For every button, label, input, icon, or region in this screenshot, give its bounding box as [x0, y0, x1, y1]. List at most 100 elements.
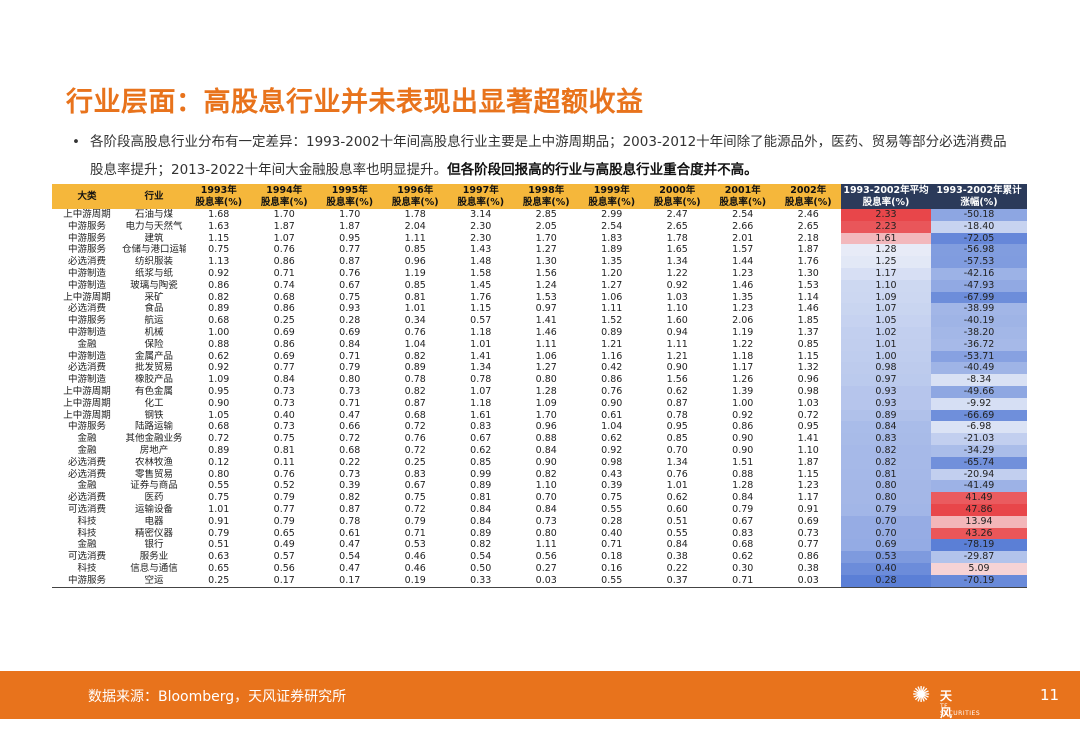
value-cell: 1.05	[208, 409, 230, 421]
value-cell: 1.39	[732, 385, 754, 397]
value-cell: 0.87	[339, 256, 361, 268]
industry-cell: 采矿	[144, 291, 164, 303]
table-row: 必选消费 医药 0.75 0.79 0.82 0.75 0.81 0.70 0.75 0.62 0.…	[52, 492, 1027, 504]
industry-cell: 建筑	[144, 232, 164, 244]
value-cell: 1.56	[666, 374, 688, 386]
value-cell: 43.26	[931, 527, 1027, 540]
value-cell: -40.49	[931, 362, 1027, 375]
value-cell: 0.38	[666, 551, 688, 563]
bullet-bold-text: 但各阶段回报高的行业与高股息行业重合度并不高。	[447, 162, 758, 178]
industry-cell: 陆路运输	[134, 421, 173, 433]
value-cell: -67.99	[931, 291, 1027, 304]
industry-cell: 橡胶产品	[134, 374, 173, 386]
value-cell: 1.04	[404, 338, 426, 350]
value-cell: 1.24	[535, 279, 557, 291]
value-cell: 0.68	[208, 315, 230, 327]
value-cell: 0.85	[470, 456, 492, 468]
value-cell: 0.56	[535, 551, 557, 563]
value-cell: 1.11	[601, 303, 623, 315]
page-title: 行业层面：高股息行业并未表现出显著超额收益	[66, 87, 644, 118]
value-cell: 0.86	[273, 303, 295, 315]
value-cell: 0.62	[666, 385, 688, 397]
category-cell: 中游服务	[52, 574, 122, 588]
value-cell: 0.77	[797, 539, 819, 551]
value-cell: 0.71	[404, 527, 426, 539]
value-cell: 1.26	[732, 374, 754, 386]
value-cell: 1.87	[797, 244, 819, 256]
category-cell: 中游服务	[67, 244, 106, 256]
table-row: 中游服务 仓储与港口运输 0.75 0.76 0.77 0.85 1.43 1.27 1.89 1…	[52, 244, 1027, 257]
value-cell: 3.14	[470, 209, 492, 220]
value-cell: 0.69	[339, 326, 361, 338]
category-cell: 上中游周期	[63, 397, 111, 409]
value-cell: 1.46	[797, 303, 819, 315]
value-cell: 1.07	[273, 232, 295, 244]
value-cell: 1.30	[535, 256, 557, 268]
value-cell: 2.05	[535, 220, 557, 232]
value-cell: 1.76	[797, 256, 819, 268]
category-cell: 必选消费	[67, 468, 106, 480]
value-cell: 1.25	[841, 256, 931, 268]
value-cell: 0.91	[797, 503, 819, 515]
category-cell: 科技	[77, 527, 97, 539]
value-cell: 1.51	[732, 456, 754, 468]
value-cell: 2.85	[535, 209, 557, 220]
value-cell: 0.55	[601, 503, 623, 515]
value-cell: 1.28	[535, 385, 557, 397]
value-cell: 1.18	[470, 397, 492, 409]
value-cell: 0.82	[535, 468, 557, 480]
value-cell: 0.83	[732, 527, 754, 539]
industry-cell: 化工	[144, 397, 164, 409]
category-cell: 上中游周期	[63, 291, 111, 303]
value-cell: 0.77	[273, 362, 295, 374]
value-cell: 0.69	[797, 515, 819, 527]
value-cell: 0.40	[273, 409, 295, 421]
value-cell: 2.23	[841, 220, 931, 233]
value-cell: 0.76	[404, 433, 426, 445]
value-cell: 0.53	[841, 551, 931, 563]
industry-cell: 房地产	[139, 444, 169, 456]
industry-cell: 金属产品	[134, 350, 173, 362]
table-row: 科技 电器 0.91 0.79 0.78 0.79 0.84 0.73 0.28 0.51 0.67…	[52, 515, 1027, 528]
value-cell: 2.65	[666, 220, 688, 232]
table-row: 中游服务 电力与天然气 1.63 1.87 1.87 2.04 2.30 2.05 2.54 2.…	[52, 220, 1027, 233]
value-cell: 1.27	[601, 279, 623, 291]
value-cell: 0.46	[404, 562, 426, 574]
value-cell: 1.76	[470, 291, 492, 303]
value-cell: 1.34	[666, 256, 688, 268]
value-cell: 0.95	[666, 421, 688, 433]
value-cell: 1.23	[732, 303, 754, 315]
value-cell: 41.49	[931, 492, 1027, 504]
value-cell: 0.89	[404, 362, 426, 374]
value-cell: 0.85	[404, 279, 426, 291]
value-cell: 1.23	[732, 267, 754, 279]
value-cell: 0.54	[470, 551, 492, 563]
value-cell: 1.48	[470, 256, 492, 268]
value-cell: 0.03	[513, 574, 579, 588]
value-cell: 1.10	[797, 444, 819, 456]
table-row: 中游制造 纸浆与纸 0.92 0.71 0.76 1.19 1.58 1.56 1.20 1.22…	[52, 267, 1027, 280]
value-cell: 0.96	[797, 374, 819, 386]
value-cell: 0.92	[208, 267, 230, 279]
industry-cell: 批发贸易	[134, 362, 173, 374]
value-cell: 0.72	[797, 409, 819, 421]
value-cell: 0.73	[273, 385, 295, 397]
value-cell: 0.95	[797, 421, 819, 433]
value-cell: 0.76	[404, 326, 426, 338]
table-row: 科技 信息与通信 0.65 0.56 0.47 0.46 0.50 0.27 0.16 0.22 0…	[52, 562, 1027, 575]
category-cell: 中游服务	[67, 421, 106, 433]
column-header: 1997年 股息率(%)	[448, 184, 514, 209]
value-cell: 0.72	[404, 503, 426, 515]
category-cell: 必选消费	[67, 303, 106, 315]
value-cell: 0.84	[470, 503, 492, 515]
category-cell: 中游制造	[67, 326, 106, 338]
value-cell: 0.76	[339, 267, 361, 279]
value-cell: 0.72	[208, 433, 230, 445]
value-cell: 0.89	[208, 444, 230, 456]
value-cell: 0.80	[841, 480, 931, 493]
value-cell: 0.81	[470, 492, 492, 504]
category-cell: 必选消费	[67, 492, 106, 504]
industry-cell: 保险	[144, 338, 164, 350]
value-cell: -21.03	[931, 433, 1027, 445]
value-cell: 1.70	[273, 209, 295, 220]
